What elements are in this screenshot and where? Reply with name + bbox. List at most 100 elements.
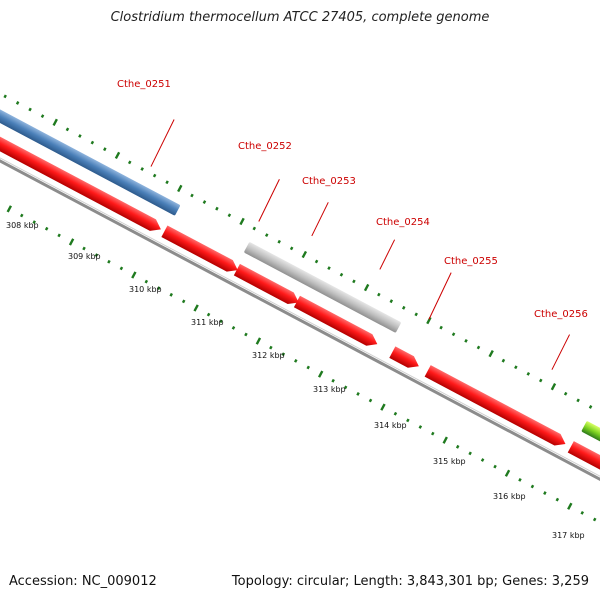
cds-arrow[interactable]: [567, 441, 600, 506]
outer-tick-minor: [227, 213, 232, 218]
inner-tick-minor: [331, 378, 335, 383]
inner-tick-minor: [592, 517, 597, 522]
inner-tick-minor: [418, 425, 423, 429]
outer-tick-minor: [202, 200, 207, 204]
scale-label: 315 kbp: [433, 457, 466, 466]
outer-tick-minor: [103, 147, 107, 152]
inner-tick-minor: [530, 484, 535, 489]
outer-tick-major: [426, 316, 432, 325]
outer-tick-major: [488, 349, 494, 358]
gene-label-cthe-0256[interactable]: Cthe_0256: [534, 309, 588, 320]
outer-tick-minor: [289, 246, 294, 251]
inner-tick-minor: [468, 451, 472, 456]
inner-tick-major: [317, 370, 324, 378]
inner-tick-minor: [19, 213, 24, 218]
outer-tick-minor: [327, 266, 331, 271]
outer-tick-minor: [377, 292, 381, 297]
inner-tick-major: [131, 271, 137, 279]
outer-tick-minor: [78, 134, 82, 138]
outer-tick-minor: [588, 405, 593, 409]
scale-label: 313 kbp: [313, 385, 346, 394]
backbone-line-inner: [0, 125, 600, 511]
inner-tick-minor: [393, 411, 398, 416]
inner-tick-major: [6, 205, 12, 213]
gene-label-cthe-0252[interactable]: Cthe_0252: [238, 141, 292, 152]
inner-tick-major: [567, 502, 573, 510]
inner-tick-minor: [231, 325, 236, 330]
accession-text: Accession: NC_009012: [9, 574, 157, 589]
outer-tick-major: [550, 383, 557, 391]
cds-arrow[interactable]: [233, 263, 302, 308]
inner-tick-major: [193, 304, 199, 312]
gene-label-cthe-0253[interactable]: Cthe_0253: [302, 176, 356, 187]
inner-tick-minor: [169, 292, 173, 297]
gene-label-cthe-0254[interactable]: Cthe_0254: [376, 217, 430, 228]
inner-tick-minor: [493, 464, 497, 469]
cds-arrow[interactable]: [389, 346, 422, 372]
outer-tick-minor: [264, 233, 269, 237]
inner-tick-major: [442, 436, 448, 444]
gene-callout-line: [551, 334, 570, 370]
blue-feature[interactable]: [0, 97, 180, 216]
inner-tick-minor: [343, 385, 348, 390]
outer-tick-minor: [439, 325, 443, 330]
scale-label: 308 kbp: [6, 221, 39, 230]
outer-tick-minor: [576, 398, 580, 403]
inner-tick-minor: [580, 511, 585, 515]
outer-tick-minor: [215, 206, 219, 211]
outer-tick-major: [177, 184, 183, 193]
inner-tick-minor: [144, 279, 149, 284]
inner-tick-major: [68, 238, 75, 246]
outer-tick-minor: [190, 193, 194, 198]
outer-tick-minor: [339, 272, 344, 277]
scale-label: 316 kbp: [493, 492, 526, 501]
outer-tick-major: [239, 217, 245, 226]
cds-arrow[interactable]: [293, 295, 380, 350]
inner-tick-minor: [82, 246, 86, 251]
inner-tick-minor: [306, 365, 310, 370]
outer-tick-minor: [352, 279, 356, 284]
inner-tick-minor: [181, 299, 186, 304]
inner-tick-minor: [94, 253, 99, 258]
inner-tick-minor: [219, 319, 223, 324]
inner-tick-minor: [44, 226, 49, 231]
outer-tick-minor: [389, 299, 394, 304]
scale-label: 314 kbp: [374, 421, 407, 430]
gene-callout-line: [379, 239, 396, 270]
inner-tick-row: [6, 205, 597, 522]
inner-tick-minor: [206, 312, 211, 317]
gene-callout-line: [428, 272, 452, 320]
gene-label-cthe-0255[interactable]: Cthe_0255: [444, 256, 498, 267]
inner-tick-major: [504, 469, 511, 477]
inner-tick-minor: [480, 458, 485, 462]
inner-tick-major: [380, 403, 386, 411]
outer-tick-minor: [90, 140, 95, 145]
cds-arrow[interactable]: [161, 225, 240, 275]
outer-tick-minor: [15, 101, 20, 105]
gene-callout-line: [311, 202, 329, 237]
inner-tick-minor: [368, 398, 373, 403]
outer-tick-minor: [563, 391, 568, 396]
outer-tick-major: [301, 250, 308, 259]
outer-tick-major: [114, 151, 121, 160]
inner-tick-minor: [543, 491, 547, 495]
outer-tick-minor: [401, 305, 406, 310]
cds-arrow[interactable]: [424, 365, 569, 450]
outer-tick-minor: [28, 107, 32, 112]
outer-tick-minor: [165, 180, 169, 185]
gray-feature[interactable]: [244, 242, 402, 333]
outer-tick-minor: [538, 378, 543, 383]
outer-tick-minor: [476, 345, 481, 350]
inner-tick-minor: [406, 418, 410, 423]
inner-tick-minor: [294, 359, 298, 363]
outer-tick-minor: [152, 173, 157, 178]
inner-tick-minor: [119, 266, 124, 271]
inner-tick-minor: [431, 431, 435, 436]
cds-arrow[interactable]: [0, 118, 164, 235]
outer-tick-minor: [514, 365, 518, 370]
outer-tick-minor: [464, 338, 468, 343]
scale-label: 317 kbp: [552, 531, 585, 540]
outer-tick-row: [3, 94, 593, 409]
gene-label-cthe-0251[interactable]: Cthe_0251: [117, 79, 171, 90]
